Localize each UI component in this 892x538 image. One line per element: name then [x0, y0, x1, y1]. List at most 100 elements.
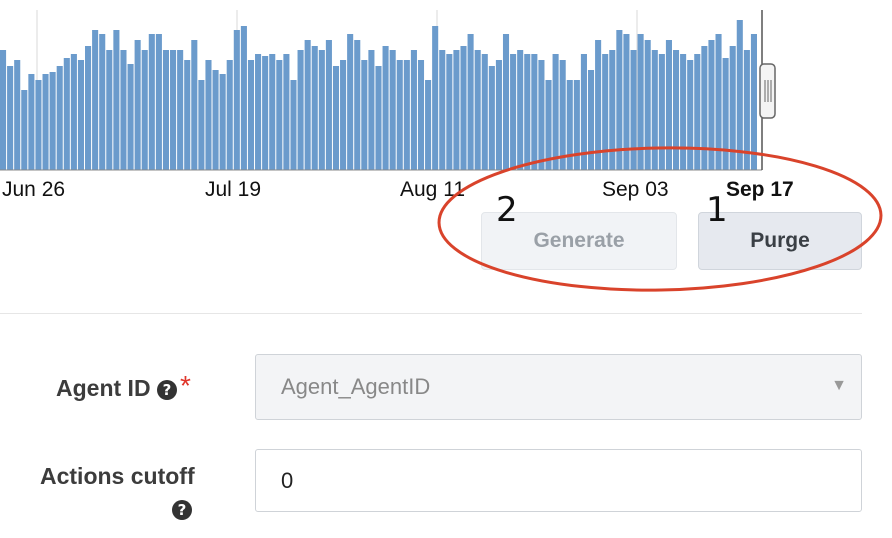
- chart-bar: [311, 46, 318, 170]
- chart-bar: [410, 50, 417, 170]
- chart-bar: [134, 40, 141, 170]
- chart-bar: [42, 74, 49, 170]
- chart-bar: [141, 50, 148, 170]
- chart-bar: [290, 80, 297, 170]
- chart-bar: [325, 40, 332, 170]
- chart-bar: [580, 54, 587, 170]
- chart-bar: [736, 20, 743, 170]
- chart-bar: [148, 34, 155, 170]
- chart-bar: [432, 26, 439, 170]
- chart-bar: [85, 46, 92, 170]
- chart-bar: [354, 40, 361, 170]
- chart-bar: [694, 54, 701, 170]
- chart-bar: [63, 58, 70, 170]
- question-circle-icon[interactable]: ?: [172, 500, 192, 520]
- chart-bar: [637, 34, 644, 170]
- chart-bar: [573, 80, 580, 170]
- chart-bar: [276, 60, 283, 170]
- chart-bar: [524, 54, 531, 170]
- chart-bar: [106, 50, 113, 170]
- chart-bar: [318, 50, 325, 170]
- chart-bar: [361, 60, 368, 170]
- chart-bar: [474, 50, 481, 170]
- x-tick-label: Jul 19: [205, 178, 262, 201]
- chart-bar: [184, 60, 191, 170]
- caret-down-icon: ▼: [831, 377, 847, 394]
- chart-bar: [722, 58, 729, 170]
- chart-bar: [340, 60, 347, 170]
- chart-bar: [701, 46, 708, 170]
- chart-bar: [70, 54, 77, 170]
- chart-bar: [495, 60, 502, 170]
- agent-id-label-group: Agent ID ?: [56, 375, 177, 402]
- chart-bar: [602, 54, 609, 170]
- annotation-number-1: 1: [706, 190, 728, 230]
- chart-bar: [616, 30, 623, 170]
- chart-bar: [750, 34, 757, 170]
- chart-bar: [92, 30, 99, 170]
- chart-bar: [7, 66, 14, 170]
- chart-bar: [715, 34, 722, 170]
- chart-bar: [396, 60, 403, 170]
- chart-bar: [191, 40, 198, 170]
- annotation-number-2: 2: [496, 190, 518, 230]
- section-divider: [0, 313, 862, 314]
- x-tick-label-selected: Sep 17: [726, 178, 794, 201]
- chart-bar: [708, 40, 715, 170]
- chart-bar: [425, 80, 432, 170]
- activity-bar-chart: [0, 10, 776, 171]
- chart-bar: [545, 80, 552, 170]
- chart-bar: [368, 50, 375, 170]
- range-slider-handle[interactable]: [759, 10, 776, 170]
- chart-bar: [665, 40, 672, 170]
- x-tick-label: Jun 26: [2, 178, 66, 201]
- chart-bar: [127, 64, 134, 170]
- chart-bar: [481, 54, 488, 170]
- chart-bar: [77, 60, 85, 170]
- chart-bar: [559, 60, 566, 170]
- chart-bar: [49, 72, 56, 170]
- chart-bar: [389, 50, 396, 170]
- chart-bar: [113, 30, 120, 170]
- chart-bar: [219, 74, 226, 170]
- chart-bar: [403, 60, 410, 170]
- chart-bar: [226, 60, 233, 170]
- chart-bar: [658, 54, 665, 170]
- chart-bars: [0, 20, 757, 170]
- chart-bar: [382, 46, 389, 170]
- chart-bar: [170, 50, 177, 170]
- chart-bar: [240, 26, 247, 170]
- chart-bar: [672, 50, 680, 170]
- chart-bar: [510, 54, 517, 170]
- chart-bar: [283, 54, 290, 170]
- chart-bar: [198, 80, 205, 170]
- chart-bar: [439, 50, 446, 170]
- actions-cutoff-input[interactable]: [255, 449, 862, 512]
- x-tick-label: Aug 11: [400, 178, 465, 201]
- chart-bar: [531, 54, 538, 170]
- chart-bar: [28, 74, 35, 170]
- chart-bar: [460, 46, 467, 170]
- chart-bar: [255, 54, 262, 170]
- chart-bar: [99, 34, 106, 170]
- chart-bar: [14, 60, 21, 170]
- chart-bar: [687, 60, 694, 170]
- chart-bar: [488, 66, 495, 170]
- chart-bar: [587, 70, 595, 170]
- chart-bar: [162, 50, 170, 170]
- question-circle-icon[interactable]: ?: [156, 379, 177, 400]
- chart-bar: [21, 90, 28, 170]
- chart-bar: [630, 50, 637, 170]
- chart-bar: [35, 80, 42, 170]
- required-asterisk: *: [180, 370, 191, 401]
- chart-bar: [595, 40, 602, 170]
- agent-id-label: Agent ID: [56, 375, 151, 401]
- generate-button[interactable]: Generate: [481, 212, 677, 270]
- chart-bar: [262, 56, 269, 170]
- agent-id-select-value: Agent_AgentID: [281, 374, 431, 399]
- chart-bar: [120, 50, 127, 170]
- chart-bar: [269, 54, 276, 170]
- x-tick-label: Sep 03: [602, 178, 669, 201]
- agent-id-select[interactable]: Agent_AgentID ▼: [255, 354, 862, 420]
